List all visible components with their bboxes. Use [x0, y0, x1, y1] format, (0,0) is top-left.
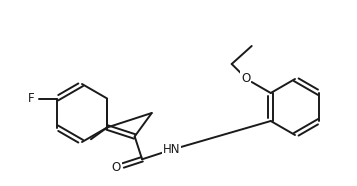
- Text: F: F: [28, 92, 35, 105]
- Text: O: O: [241, 72, 250, 85]
- Text: HN: HN: [163, 143, 180, 156]
- Text: O: O: [112, 161, 121, 174]
